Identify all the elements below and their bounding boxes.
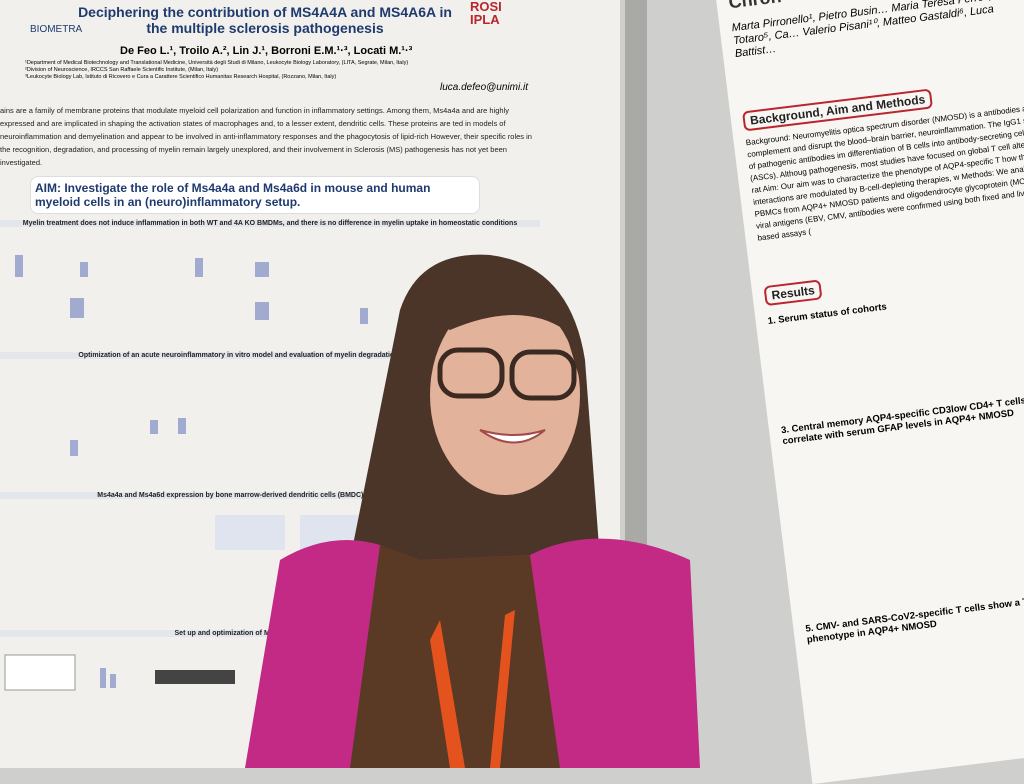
authors: De Feo L.¹, Troilo A.², Lin J.¹, Borroni… xyxy=(120,45,413,57)
section-header: Ms4a4a and Ms4a6d expression by bone mar… xyxy=(0,492,540,499)
logo: BIOMETRA xyxy=(30,24,83,35)
intro: ains are a family of membrane proteins t… xyxy=(0,106,532,167)
email: luca.defeo@unimi.it xyxy=(440,82,528,93)
sponsor: ROSI IPLA xyxy=(470,0,502,27)
aim: AIM: Investigate the role of Ms4a4a and … xyxy=(30,176,480,214)
affiliation: ³Leukocyte Biology Lab, Istituto di Rico… xyxy=(25,74,337,80)
section-header: Optimization of an acute neuroinflammato… xyxy=(0,352,540,359)
affiliation: ²Division of Neuroscience, IRCCS San Raf… xyxy=(25,67,219,73)
poster-title: Deciphering the contribution of MS4A4A a… xyxy=(78,4,452,36)
section-header: Myelin treatment does not induce inflamm… xyxy=(0,220,540,227)
affiliations: ¹Department of Medical Biotechnology and… xyxy=(25,60,445,81)
person xyxy=(245,254,700,768)
affiliation: ¹Department of Medical Biotechnology and… xyxy=(25,60,409,66)
